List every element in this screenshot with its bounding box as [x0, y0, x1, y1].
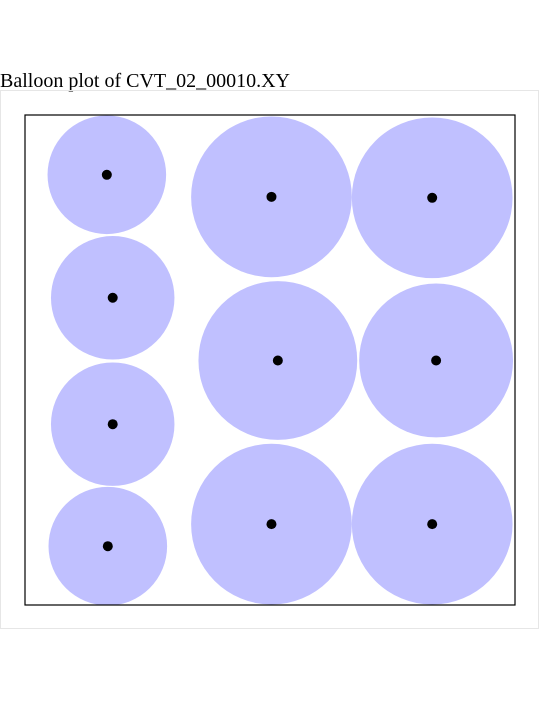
figure-frame [0, 90, 539, 629]
plot-title: Balloon plot of CVT_02_00010.XY [0, 70, 290, 92]
plot-box [24, 114, 516, 606]
generator-point-4 [102, 541, 113, 552]
generator-point-7 [266, 519, 277, 530]
generator-point-6 [272, 355, 283, 366]
generator-point-5 [266, 191, 277, 202]
generator-point-3 [107, 419, 118, 430]
generator-point-2 [107, 292, 118, 303]
generator-point-10 [427, 519, 438, 530]
generator-point-1 [101, 169, 112, 180]
generator-point-8 [427, 192, 438, 203]
generator-point-9 [431, 355, 442, 366]
